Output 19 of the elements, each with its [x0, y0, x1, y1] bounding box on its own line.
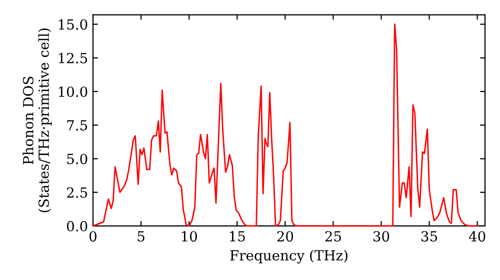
x-tick-label: 30 — [373, 231, 390, 242]
line-series — [92, 24, 478, 227]
y-axis-title: Phonon DOS (States/THz·primitive cell) — [22, 28, 52, 212]
x-tick-label: 15 — [230, 231, 245, 242]
x-tick-label: 5 — [138, 231, 144, 242]
y-tick-label: 15.0 — [58, 19, 88, 30]
x-tick-label: 25 — [325, 231, 341, 242]
x-tick-label: 20 — [277, 231, 294, 242]
x-tick-label: 10 — [182, 231, 197, 242]
y-tick-label: 0.0 — [66, 220, 88, 232]
y-tick-label: 10.0 — [58, 86, 88, 97]
y-tick-label: 2.5 — [66, 187, 88, 198]
y-tick-label: 7.5 — [67, 120, 88, 131]
x-tick-label: 0 — [89, 231, 96, 242]
x-tick-label: 35 — [421, 231, 438, 242]
x-tick-label: 40 — [468, 231, 486, 242]
x-axis-title: Frequency (THz) — [230, 250, 348, 264]
y-tick-label: 5.0 — [67, 154, 88, 164]
y-tick-label: 12.5 — [58, 52, 88, 64]
